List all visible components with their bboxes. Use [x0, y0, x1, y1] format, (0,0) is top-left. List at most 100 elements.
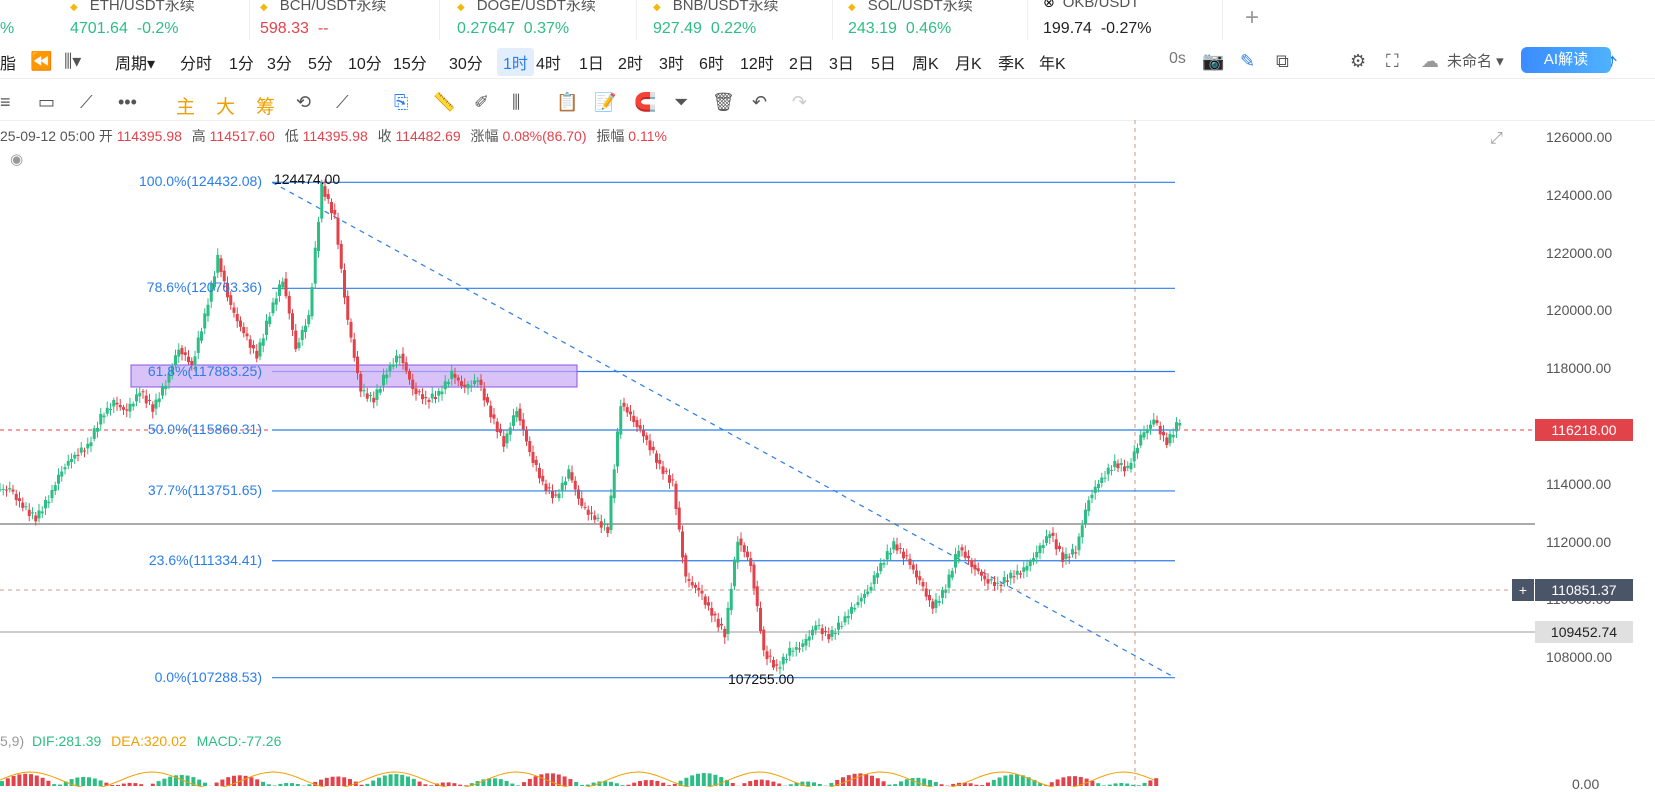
timeframe-4时[interactable]: 4时 — [536, 50, 561, 74]
filter-icon[interactable]: ⏷ — [674, 92, 688, 113]
timeframe-月K[interactable]: 月K — [955, 50, 982, 74]
timeframe-年K[interactable]: 年K — [1039, 50, 1066, 74]
camera-icon[interactable]: 📷 — [1202, 51, 1224, 72]
tools-icon[interactable]: ⟋ — [336, 92, 349, 113]
timeframe-3时[interactable]: 3时 — [659, 50, 684, 74]
macd-bar — [1096, 783, 1100, 786]
timeframe-2日[interactable]: 2日 — [789, 50, 814, 74]
candle-body — [34, 516, 37, 522]
timeframe-15分[interactable]: 15分 — [393, 50, 427, 74]
contract-icon: ◆ — [70, 2, 78, 13]
bookmark-icon[interactable]: ⎘ — [394, 92, 408, 113]
fullscreen-icon[interactable]: ⛶ — [1386, 51, 1399, 72]
collapse-icon[interactable]: ⏪ — [30, 51, 52, 72]
timeframe-5分[interactable]: 5分 — [308, 50, 333, 74]
macd-bar — [818, 784, 822, 786]
timeframe-3分[interactable]: 3分 — [267, 50, 292, 74]
candle-body — [779, 667, 782, 668]
candle-body — [1071, 549, 1074, 554]
menu-icon[interactable]: ≡ — [0, 92, 11, 113]
candle-body — [41, 511, 44, 513]
macd-bar — [876, 778, 880, 786]
timeframe-1分[interactable]: 1分 — [229, 50, 254, 74]
ticker-item[interactable]: ⊗OKB/USDT 199.74 -0.27% — [1033, 0, 1223, 40]
redo-icon[interactable]: ↷ — [792, 92, 807, 113]
ticker-item[interactable]: ◆BNB/USDT永续 927.49 0.22% — [643, 0, 833, 40]
candle-body — [70, 459, 73, 462]
crosshair-price-tag: 110851.37 — [1535, 579, 1633, 601]
ticker-item[interactable]: ◆ETH/USDT永续 4701.64 -0.2% — [60, 0, 250, 40]
pencil-icon[interactable]: ✎ — [1240, 51, 1255, 72]
candle-body — [795, 647, 798, 650]
more-icon[interactable]: ••• — [118, 92, 137, 113]
chips-button[interactable]: 筹 — [256, 92, 275, 119]
note-icon[interactable]: 📝 — [594, 92, 616, 113]
timeframe-12时[interactable]: 12时 — [740, 50, 774, 74]
candle-type-icon[interactable]: ⫼▾ — [64, 51, 81, 72]
candle-body — [1078, 537, 1081, 551]
big-order-button[interactable]: 大 — [216, 92, 235, 119]
period-dropdown[interactable]: 周期▾ — [115, 50, 155, 74]
ai-interpret-button[interactable]: AI解读 — [1521, 47, 1611, 73]
add-tab-icon[interactable]: + — [1245, 4, 1259, 32]
main-indicator-button[interactable]: 主 — [176, 92, 195, 119]
line-tool-icon[interactable]: ⟋ — [80, 92, 93, 113]
okb-logo-icon: ⊗ — [1043, 0, 1055, 10]
candle-body — [96, 428, 99, 432]
partial-tab[interactable]: 脂 — [0, 50, 16, 74]
candle-body — [252, 345, 255, 348]
trash-icon[interactable]: 🗑 — [712, 92, 735, 113]
candle-body — [1048, 534, 1051, 538]
timeframe-5日[interactable]: 5日 — [871, 50, 896, 74]
candle-body — [330, 202, 333, 213]
ticker-item[interactable]: ◆BCH/USDT永续 598.33 -- — [250, 0, 440, 40]
magnet-icon[interactable]: 🧲 — [634, 92, 656, 113]
macd-bar — [510, 784, 514, 786]
ticker-item[interactable]: ◆DOGE/USDT永续 0.27647 0.37% — [447, 0, 637, 40]
macd-bar — [1114, 783, 1118, 786]
rectangle-icon[interactable]: ▭ — [38, 92, 55, 113]
candle-body — [889, 553, 892, 555]
brush-icon[interactable]: ✐ — [474, 92, 489, 113]
macd-bar — [87, 777, 91, 786]
timeframe-季K[interactable]: 季K — [998, 50, 1025, 74]
macd-bar — [203, 783, 207, 786]
ruler-icon[interactable]: 📏 — [433, 92, 455, 113]
candle-body — [80, 448, 83, 453]
ticker-item[interactable]: ◆SOL/USDT永续 243.19 0.46% — [838, 0, 1028, 40]
layout-name-dropdown[interactable]: 未命名 ▾ — [1447, 50, 1504, 71]
timeframe-6时[interactable]: 6时 — [699, 50, 724, 74]
candle-body — [327, 194, 330, 199]
candle-body — [1107, 468, 1110, 475]
clipboard-icon[interactable]: 📋 — [556, 92, 578, 113]
undo-icon[interactable]: ↶ — [752, 92, 767, 113]
timeframe-1日[interactable]: 1日 — [579, 50, 604, 74]
timeframe-10分[interactable]: 10分 — [348, 50, 382, 74]
candle-body — [467, 384, 470, 388]
candle-body — [691, 582, 694, 585]
fib-label: 0.0%(107288.53) — [155, 669, 262, 685]
candle-body — [340, 244, 343, 269]
settings-icon[interactable]: ⚙ — [1350, 51, 1366, 72]
timeframe-1时[interactable]: 1时 — [497, 48, 534, 76]
ticker-price: 199.74 — [1043, 20, 1092, 37]
candle-body — [616, 431, 619, 466]
crosshair-add-icon[interactable]: + — [1512, 579, 1534, 601]
candle-body — [905, 555, 908, 556]
timeframe-3日[interactable]: 3日 — [829, 50, 854, 74]
macd-bar — [1137, 785, 1141, 786]
ticker-price: 927.49 — [653, 20, 702, 37]
timeframe-周K[interactable]: 周K — [912, 50, 939, 74]
candle-body — [314, 248, 317, 284]
timeframe-2时[interactable]: 2时 — [618, 50, 643, 74]
timeframe-30分[interactable]: 30分 — [449, 50, 483, 74]
compare-icon[interactable]: ⟲ — [296, 92, 311, 113]
window-icon[interactable]: ⧉ — [1276, 51, 1289, 72]
price-chart[interactable] — [0, 120, 1655, 787]
candle-body — [233, 307, 236, 312]
candle-body — [138, 393, 141, 397]
candles-icon[interactable]: ⫼ — [512, 92, 520, 113]
candle-body — [746, 552, 749, 558]
timeframe-分时[interactable]: 分时 — [180, 50, 212, 74]
candle-body — [834, 633, 837, 634]
